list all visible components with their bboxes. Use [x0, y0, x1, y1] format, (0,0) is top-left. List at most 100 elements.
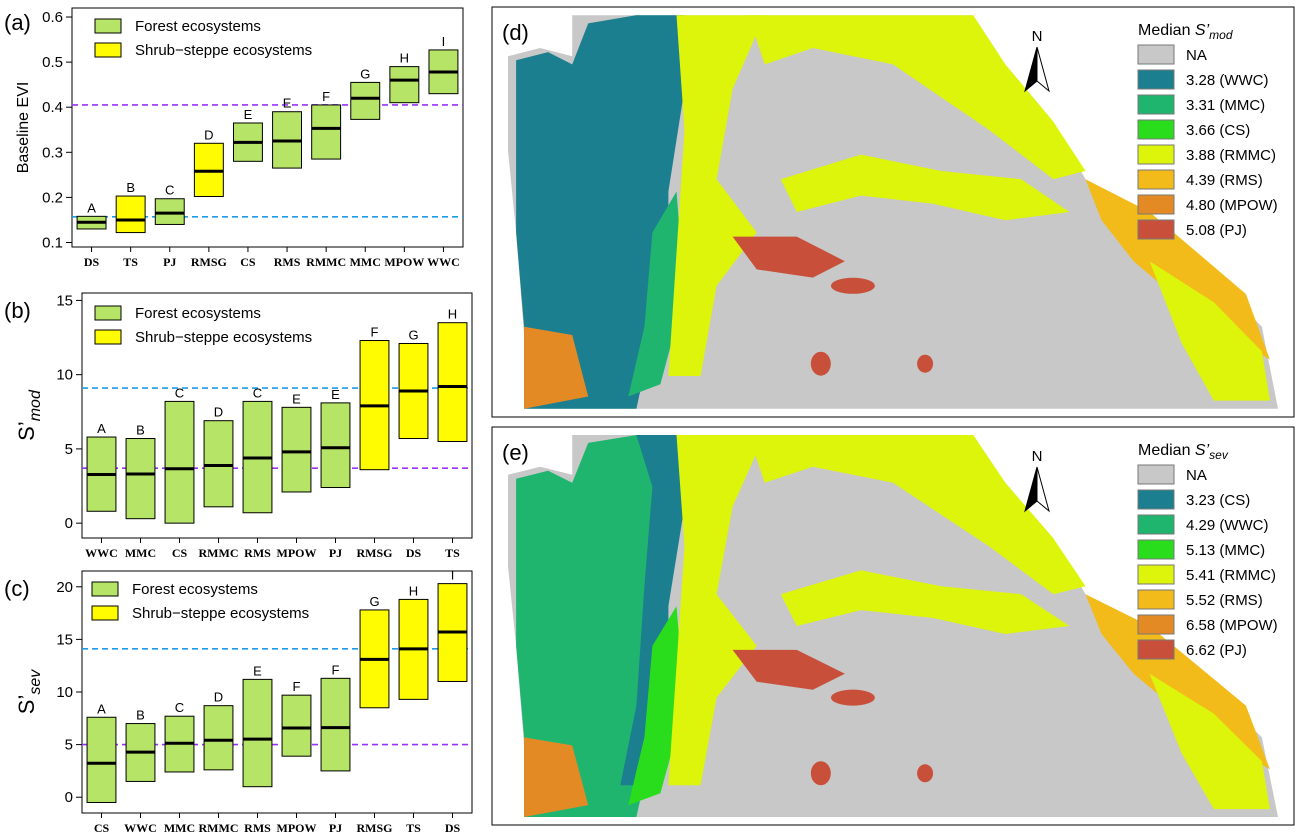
- significance-letter: D: [214, 405, 223, 420]
- map-legend: Median S’mod NA 3.28 (WWC) 3.31 (MMC) 3.66 (…: [1137, 22, 1278, 240]
- x-tick-label: CS: [240, 255, 256, 269]
- map-patch-red: [810, 761, 831, 786]
- legend: Forest ecosystems Shrub−steppe ecosystems: [94, 305, 312, 346]
- legend-label: Forest ecosystems: [132, 581, 258, 598]
- significance-letter: E: [331, 387, 340, 402]
- panel-label: (b): [4, 298, 31, 323]
- x-tick-label: DS: [406, 546, 422, 560]
- y-tick-label: 15: [56, 292, 73, 309]
- box-PJ: [320, 677, 351, 772]
- x-tick-label: DS: [445, 821, 461, 834]
- legend-swatch: [94, 18, 122, 34]
- map-region-northern-yellow: [748, 435, 1086, 595]
- map-region-northern-yellow: [748, 15, 1086, 180]
- box-CS: [86, 716, 117, 803]
- map-panel-e: N Median S’sev NA 3.23 (CS) 4.29 (WWC) 5.13 (…: [491, 426, 1295, 826]
- significance-letter: F: [332, 662, 340, 677]
- y-axis-label: S’mod: [14, 389, 44, 441]
- plot-frame: [71, 7, 464, 248]
- significance-letter: I: [451, 568, 455, 583]
- map-legend-label: NA: [1186, 47, 1207, 64]
- map-legend-swatch: [1137, 564, 1175, 585]
- map-region-pj-red: [732, 649, 845, 690]
- significance-letter: E: [244, 107, 253, 122]
- map-legend-swatch: [1137, 539, 1175, 560]
- significance-letter: E: [253, 663, 262, 678]
- y-tick-label: 5: [65, 441, 73, 458]
- map-legend-swatch: [1137, 219, 1175, 240]
- panel-label: (d): [502, 20, 529, 45]
- significance-letter: E: [283, 96, 292, 111]
- map-region-cascades: [620, 15, 685, 376]
- map-region-eastern-yellow: [1149, 261, 1270, 401]
- box-MMC: [125, 438, 156, 520]
- x-tick-label: PJ: [329, 821, 342, 834]
- map-legend-swatch: [1137, 119, 1175, 140]
- y-tick-label: 20: [56, 579, 73, 596]
- y-axis-label: S’sev: [14, 669, 44, 714]
- y-tick-label: 0: [65, 789, 73, 806]
- x-tick-label: RMSG: [357, 546, 393, 560]
- map-legend-label: 3.66 (CS): [1186, 122, 1250, 139]
- x-tick-label: PJ: [329, 546, 342, 560]
- legend-swatch: [94, 42, 122, 58]
- legend-label: Shrub−steppe ecosystems: [135, 42, 312, 59]
- map-region-central-yellow: [780, 154, 1070, 221]
- boxplot-panel-b: (b) 0 5 10 15 S’mod A WWC B MMC C CS D RMMC C RMS E MPOW E…: [4, 292, 473, 560]
- map-legend-swatch: [1137, 464, 1175, 485]
- x-tick-label: TS: [406, 821, 421, 834]
- x-tick-label: WWC: [124, 821, 157, 834]
- significance-letter: H: [448, 307, 457, 322]
- y-tick-label: 0.6: [42, 9, 63, 26]
- map-legend-swatch: [1137, 69, 1175, 90]
- plot-frame: [81, 292, 473, 539]
- significance-letter: G: [360, 66, 370, 81]
- map-panels: N Median S’mod NA 3.28 (WWC) 3.31 (MMC) 3.66 …: [491, 6, 1295, 826]
- boxplot-charts: (a) 0.1 0.2 0.3 0.4 0.5 0.6 Baseline EVI A DS B TS C…: [4, 7, 473, 834]
- map-region-yellow-belt: [668, 15, 765, 376]
- x-tick-label: RMS: [274, 255, 301, 269]
- x-tick-label: WWC: [427, 255, 460, 269]
- legend-label: Shrub−steppe ecosystems: [135, 329, 312, 346]
- x-tick-label: CS: [94, 821, 110, 834]
- box-MPOW: [281, 406, 312, 493]
- significance-letter: F: [293, 679, 301, 694]
- panel-label: (a): [4, 10, 31, 35]
- map-legend-label: 3.28 (WWC): [1186, 72, 1269, 89]
- north-arrow-icon: [1036, 46, 1050, 93]
- map-legend-swatch: [1137, 514, 1175, 535]
- map-legend-label: 4.29 (WWC): [1186, 517, 1269, 534]
- significance-letter: C: [165, 183, 174, 198]
- legend-label: Forest ecosystems: [135, 305, 261, 322]
- map-patch-red: [830, 689, 875, 706]
- map-legend-label: 5.13 (MMC): [1186, 542, 1265, 559]
- significance-letter: G: [369, 594, 379, 609]
- x-tick-label: CS: [172, 546, 188, 560]
- x-tick-label: MPOW: [277, 546, 317, 560]
- significance-letter: B: [136, 708, 145, 723]
- legend: Forest ecosystems Shrub−steppe ecosystems: [94, 18, 312, 59]
- map-legend-label: 4.39 (RMS): [1186, 172, 1263, 189]
- map-legend-label: 5.41 (RMMC): [1186, 567, 1276, 584]
- y-tick-label: 0.5: [42, 54, 63, 71]
- significance-letter: C: [175, 385, 184, 400]
- map-region-southwest-orange: [524, 326, 589, 409]
- significance-letter: B: [126, 180, 135, 195]
- legend-label: Shrub−steppe ecosystems: [132, 605, 309, 622]
- y-tick-label: 5: [65, 737, 73, 754]
- map-legend: Median S’sev NA 3.23 (CS) 4.29 (WWC) 5.13 (M…: [1137, 442, 1278, 660]
- map-patch-red: [917, 764, 934, 783]
- x-tick-label: MPOW: [277, 821, 317, 834]
- box-PJ: [154, 198, 185, 225]
- map-legend-swatch: [1137, 144, 1175, 165]
- y-tick-label: 0.3: [42, 144, 63, 161]
- significance-letter: A: [97, 701, 106, 716]
- x-tick-label: RMMC: [199, 821, 239, 834]
- map-legend-title: Median S’sev: [1138, 442, 1229, 462]
- box-RMS: [242, 678, 273, 788]
- map-legend-swatch: [1137, 169, 1175, 190]
- map-legend-swatch: [1137, 614, 1175, 635]
- map-region-yellow-belt: [668, 435, 765, 786]
- y-tick-label: 15: [56, 631, 73, 648]
